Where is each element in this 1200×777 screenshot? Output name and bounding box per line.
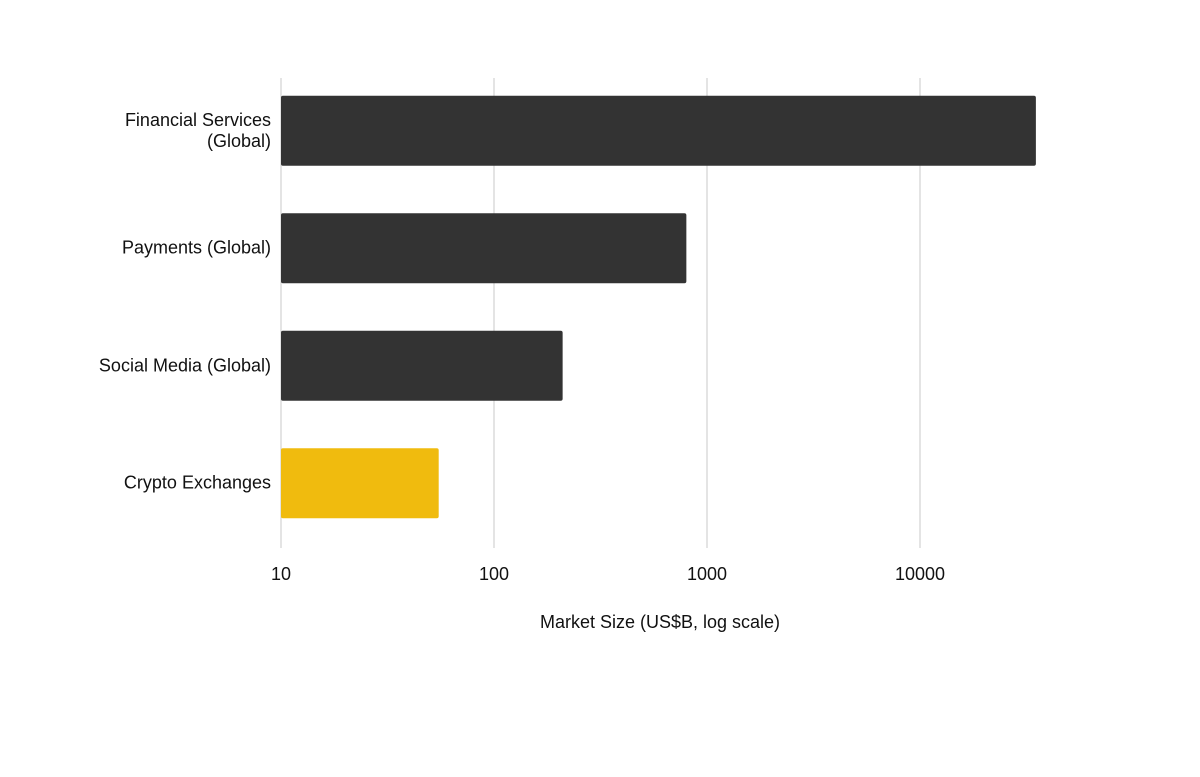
x-tick-label: 10 [271, 564, 291, 584]
x-tick-label: 100 [479, 564, 509, 584]
y-tick-label: Social Media (Global) [98, 355, 271, 376]
y-tick-label: Financial Services (Global) [124, 109, 271, 151]
bar [281, 95, 1036, 166]
y-tick-label: Crypto Exchanges [123, 472, 271, 493]
bar [281, 330, 563, 401]
y-tick-label: Payments (Global) [121, 237, 271, 258]
x-tick-label: 10000 [895, 564, 945, 584]
x-tick-label: 1000 [687, 564, 727, 584]
bar [281, 448, 439, 519]
x-axis-title: Market Size (US$B, log scale) [540, 612, 780, 632]
bar [281, 213, 687, 284]
